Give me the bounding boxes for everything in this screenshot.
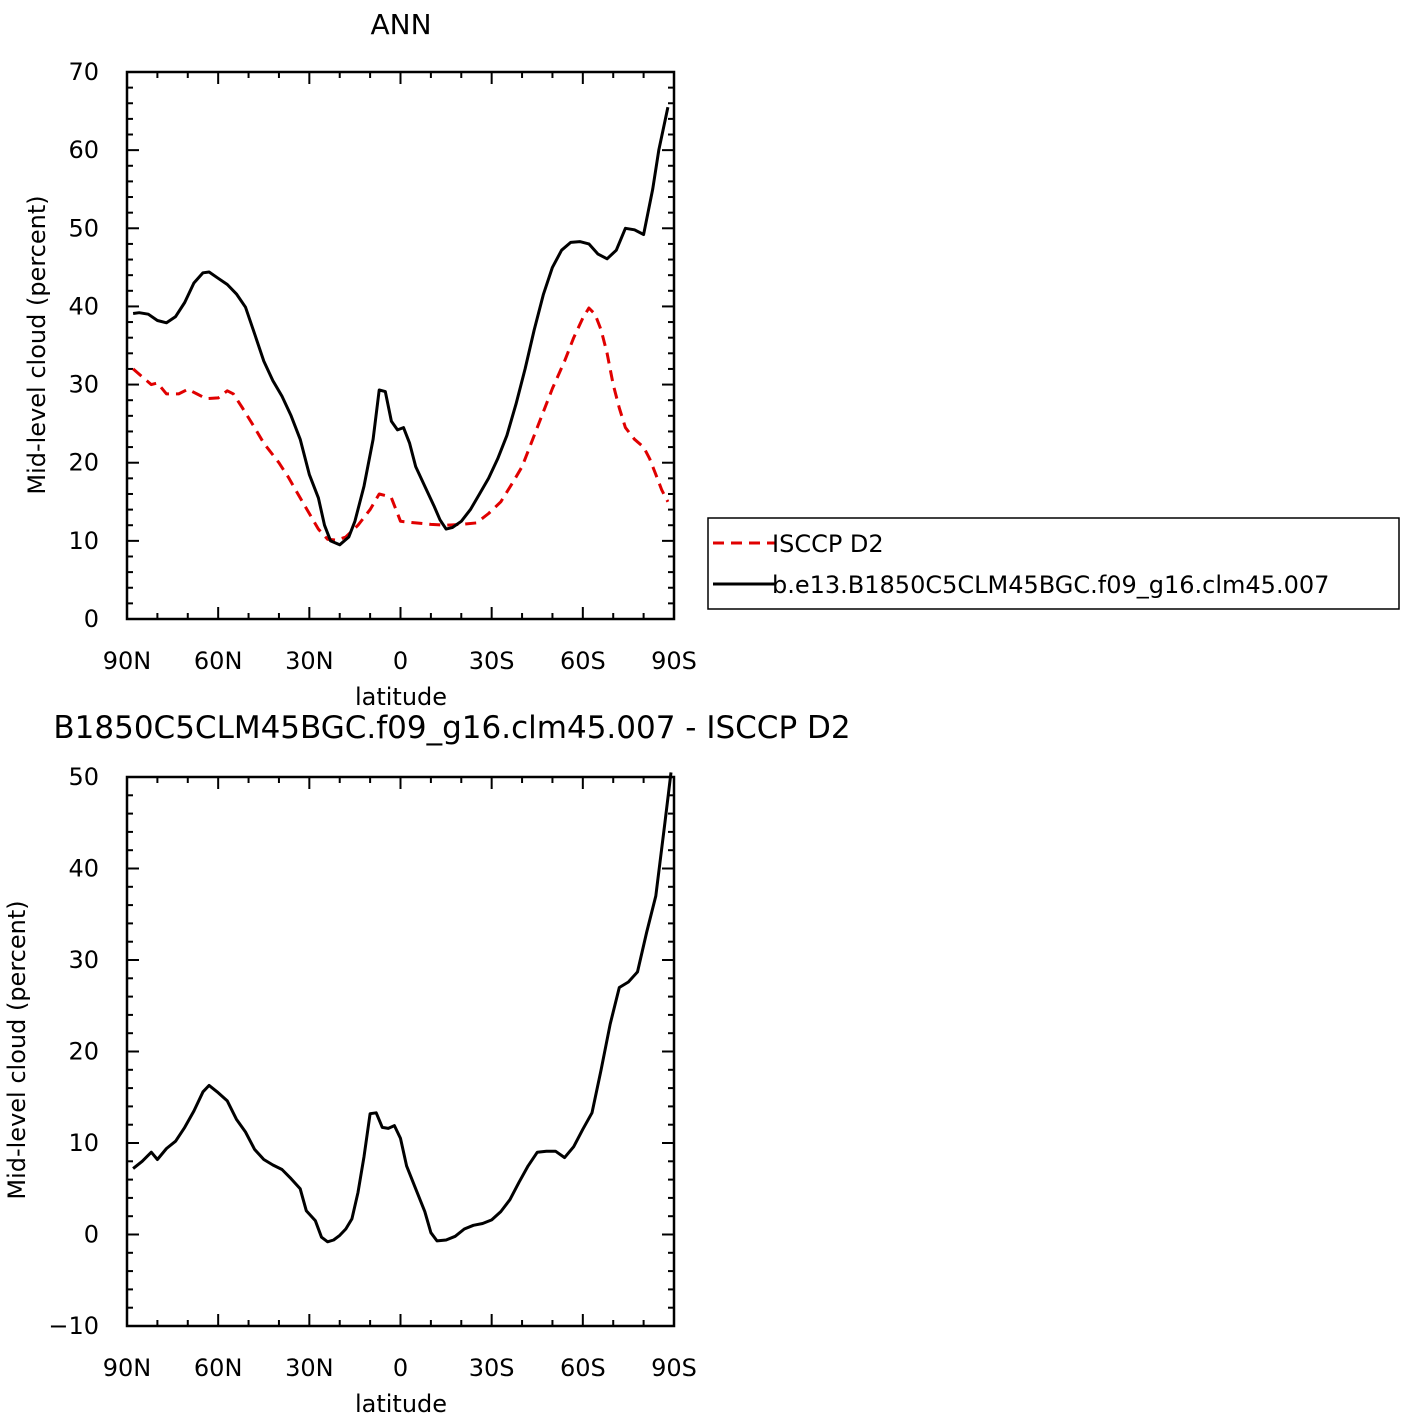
top-chart-plot-area: 0 10 20 30 40 50 60 70 90N 60N 30N 0 30S 60S 90S (68, 58, 696, 675)
legend-box (707, 517, 1400, 610)
bottom-chart: B1850C5CLM45BGC.f09_g16.clm45.007 - ISCC… (3, 710, 851, 1418)
top-x-tick-label: 90N (103, 647, 152, 675)
bottom-x-tick-label: 30S (469, 1354, 515, 1382)
bottom-chart-frame (125, 775, 676, 1328)
top-x-tick-label: 90S (651, 647, 697, 675)
top-series-line-1 (132, 306, 670, 542)
top-chart-y-axis-label: Mid-level cloud (percent) (23, 195, 51, 494)
bottom-y-tick-label: −10 (48, 1312, 99, 1340)
top-y-tick-label: 40 (68, 292, 99, 320)
bottom-x-tick-label: 0 (393, 1354, 408, 1382)
bottom-chart-title: B1850C5CLM45BGC.f09_g16.clm45.007 - ISCC… (53, 710, 850, 746)
top-x-tick-label: 30S (469, 647, 515, 675)
bottom-y-tick-label: 50 (68, 763, 99, 791)
top-y-tick-label: 60 (68, 136, 99, 164)
top-chart: ANN 0 10 20 30 40 50 60 70 90N 60N 30N 0 30S 60S 90S l… (23, 8, 697, 711)
legend-label-isccp: ISCCP D2 (772, 530, 884, 558)
bottom-y-tick-label: 40 (68, 855, 99, 883)
bottom-y-tick-label: 0 (84, 1221, 99, 1249)
legend: ISCCP D2 b.e13.B1850C5CLM45BGC.f09_g16.c… (707, 517, 1400, 610)
top-x-tick-label: 60S (560, 647, 606, 675)
top-y-tick-label: 20 (68, 449, 99, 477)
top-series-line-2 (132, 106, 670, 547)
bottom-x-tick-label: 30N (285, 1354, 334, 1382)
top-x-tick-label: 60N (194, 647, 243, 675)
bottom-x-tick-label: 90N (103, 1354, 152, 1382)
top-chart-x-axis-label: latitude (355, 683, 447, 711)
bottom-x-tick-label: 60N (194, 1354, 243, 1382)
bottom-series-line-1 (132, 772, 673, 1244)
top-y-tick-label: 70 (68, 58, 99, 86)
top-x-tick-label: 0 (393, 647, 408, 675)
top-x-tick-label: 30N (285, 647, 334, 675)
legend-label-model: b.e13.B1850C5CLM45BGC.f09_g16.clm45.007 (772, 571, 1329, 599)
top-chart-title: ANN (370, 8, 431, 41)
top-y-tick-label: 50 (68, 214, 99, 242)
bottom-y-tick-label: 20 (68, 1038, 99, 1066)
bottom-chart-x-axis-label: latitude (355, 1390, 447, 1418)
bottom-chart-y-axis-label: Mid-level cloud (percent) (3, 900, 31, 1199)
bottom-x-tick-label: 60S (560, 1354, 606, 1382)
bottom-x-tick-label: 90S (651, 1354, 697, 1382)
top-y-tick-label: 10 (68, 527, 99, 555)
bottom-chart-plot-area: −10 0 10 20 30 40 50 90N 60N 30N 0 30S 60S 90S (48, 763, 697, 1382)
top-y-tick-label: 30 (68, 371, 99, 399)
bottom-y-tick-label: 10 (68, 1129, 99, 1157)
bottom-y-tick-label: 30 (68, 946, 99, 974)
top-chart-frame (125, 70, 676, 621)
top-y-tick-label: 0 (84, 605, 99, 633)
